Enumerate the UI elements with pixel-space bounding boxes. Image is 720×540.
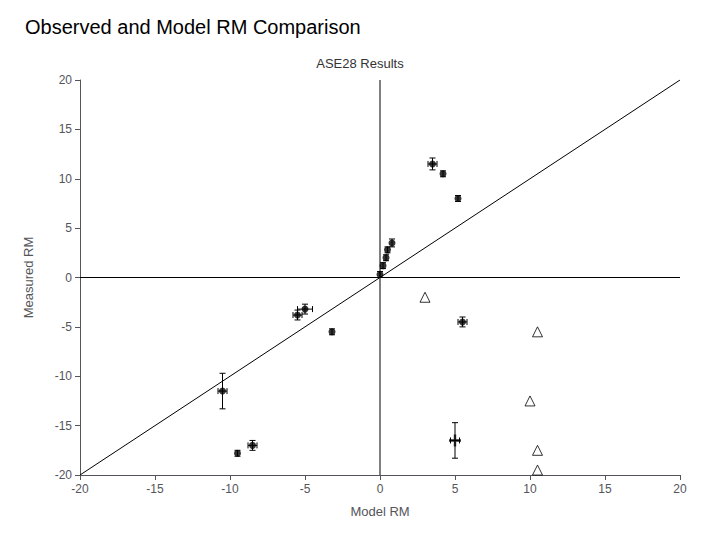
svg-text:Observed and Model RM Comparis: Observed and Model RM Comparison bbox=[25, 16, 361, 38]
svg-text:10: 10 bbox=[59, 172, 73, 186]
svg-text:20: 20 bbox=[673, 482, 687, 496]
svg-text:5: 5 bbox=[65, 221, 72, 235]
svg-text:0: 0 bbox=[65, 271, 72, 285]
svg-text:-5: -5 bbox=[300, 482, 311, 496]
svg-text:20: 20 bbox=[59, 73, 73, 87]
svg-text:10: 10 bbox=[523, 482, 537, 496]
svg-text:ASE28 Results: ASE28 Results bbox=[316, 56, 404, 71]
svg-text:-20: -20 bbox=[55, 468, 73, 482]
svg-text:0: 0 bbox=[377, 482, 384, 496]
svg-text:-5: -5 bbox=[61, 320, 72, 334]
svg-text:-15: -15 bbox=[55, 419, 73, 433]
svg-text:Model RM: Model RM bbox=[350, 504, 409, 519]
svg-text:Measured RM: Measured RM bbox=[21, 237, 36, 319]
svg-text:-10: -10 bbox=[55, 369, 73, 383]
svg-text:5: 5 bbox=[452, 482, 459, 496]
svg-text:-15: -15 bbox=[146, 482, 164, 496]
svg-text:15: 15 bbox=[598, 482, 612, 496]
svg-text:-10: -10 bbox=[221, 482, 239, 496]
svg-text:-20: -20 bbox=[71, 482, 89, 496]
svg-text:15: 15 bbox=[59, 122, 73, 136]
